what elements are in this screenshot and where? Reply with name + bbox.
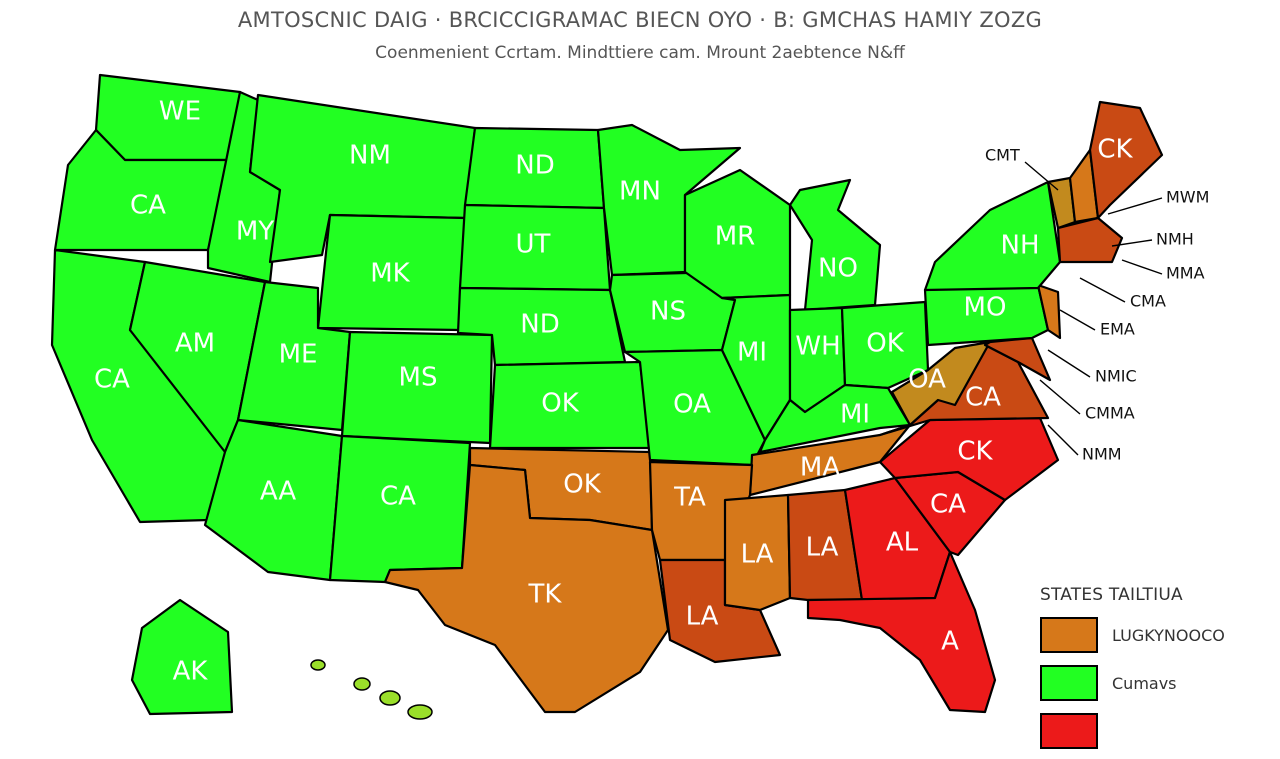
state-label: CA	[930, 490, 966, 520]
state-label: MR	[715, 222, 756, 252]
hawaii-islands	[310, 659, 433, 720]
legend-item	[1040, 711, 1280, 751]
state-ak[interactable]	[130, 598, 234, 716]
state-label: MO	[964, 293, 1007, 323]
legend-item: Cumavs	[1040, 663, 1280, 703]
state-label: CA	[130, 191, 166, 221]
state-label: A	[941, 627, 959, 657]
callout-label: CMA	[1130, 292, 1166, 311]
state-label: LA	[686, 602, 719, 632]
state-me[interactable]	[1088, 100, 1164, 220]
state-nj[interactable]	[1036, 283, 1062, 340]
state-label: OK	[541, 389, 579, 419]
map-title: AMTOSCNIC DAIG · BRCICCIGRAMAC BIECN OYO…	[237, 8, 1043, 32]
state-label: CK	[957, 437, 993, 467]
legend-swatch	[1040, 617, 1098, 653]
state-label: OA	[908, 365, 946, 395]
legend-label: LUGKYNOOCO	[1112, 625, 1225, 645]
state-label: MK	[370, 259, 410, 289]
state-ma[interactable]	[1056, 216, 1124, 264]
state-label: CA	[94, 365, 130, 395]
legend-title: STATES TAILTIUA	[1040, 585, 1183, 605]
state-label: TK	[528, 580, 563, 610]
state-ny[interactable]	[923, 180, 1062, 292]
state-label: MS	[399, 363, 438, 393]
state-label: MI	[737, 338, 767, 368]
state-label: NS	[650, 297, 686, 327]
us-state-map: WE NM ND MN CA MY UT MK MR NO NH CK ND N…	[50, 73, 1209, 720]
map-subtitle: Coenmenient Ccrtam. Mindttiere cam. Mrou…	[375, 43, 905, 63]
state-ms[interactable]	[723, 493, 792, 612]
state-label: ND	[520, 310, 559, 340]
state-label: TA	[673, 483, 706, 513]
state-label: LA	[741, 540, 774, 570]
state-oh[interactable]	[840, 300, 930, 390]
state-label: OK	[563, 470, 601, 500]
state-label: AM	[175, 329, 215, 359]
callout-label: NMH	[1156, 230, 1194, 249]
state-fl[interactable]	[806, 550, 997, 714]
legend-item: LUGKYNOOCO	[1040, 615, 1280, 655]
state-label: MN	[619, 177, 661, 207]
state-label: WH	[795, 332, 840, 362]
state-label: WE	[159, 97, 201, 127]
callout-label: NMIC	[1095, 367, 1137, 386]
state-label: AK	[173, 657, 209, 687]
callout-label: EMA	[1100, 320, 1135, 339]
state-label: MA	[800, 453, 840, 483]
state-label: LA	[806, 533, 839, 563]
state-label: ND	[515, 151, 554, 181]
state-tx[interactable]	[383, 463, 670, 714]
state-label: NO	[818, 254, 858, 284]
state-label: AA	[260, 477, 297, 507]
state-label: NH	[1001, 231, 1040, 261]
state-label: MY	[236, 217, 274, 247]
state-ky[interactable]	[758, 383, 912, 454]
legend-label: Cumavs	[1112, 673, 1177, 693]
callout-label: CMT	[985, 146, 1020, 165]
state-label: MI	[840, 400, 870, 430]
callout-label: MWM	[1166, 188, 1209, 207]
legend-swatch	[1040, 665, 1098, 701]
state-label: OK	[866, 329, 904, 359]
state-label: UT	[516, 230, 551, 260]
map-legend: STATES TAILTIUA LUGKYNOOCO Cumavs	[1040, 585, 1280, 759]
callout-label: MMA	[1166, 264, 1205, 283]
state-label: CA	[965, 383, 1001, 413]
state-label: AL	[886, 528, 919, 558]
state-label: ME	[279, 340, 318, 370]
state-label: CA	[380, 482, 416, 512]
state-label: OA	[673, 390, 711, 420]
state-label: CK	[1097, 135, 1133, 165]
callout-label: NMM	[1082, 445, 1122, 464]
northeast-callouts: CMT MWM NMH MMA CMA EMA NMIC CMMA NMM	[985, 146, 1209, 464]
callout-label: CMMA	[1085, 404, 1135, 423]
state-label: NM	[349, 141, 391, 171]
legend-swatch	[1040, 713, 1098, 749]
state-mi[interactable]	[788, 178, 882, 312]
state-wv[interactable]	[890, 340, 992, 427]
